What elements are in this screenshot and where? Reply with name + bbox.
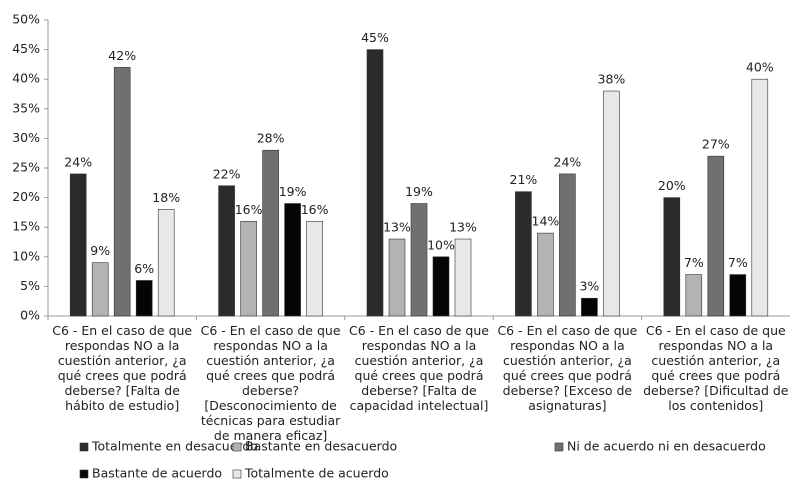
bar xyxy=(581,297,598,317)
value-label: 45% xyxy=(361,30,389,45)
legend-swatch xyxy=(232,469,242,479)
value-label: 14% xyxy=(532,214,560,229)
bar xyxy=(306,220,323,317)
y-tick-label: 45% xyxy=(12,41,40,56)
value-label: 21% xyxy=(510,172,538,187)
legend-label: Ni de acuerdo ni en desacuerdo xyxy=(567,439,766,454)
bar xyxy=(707,155,725,317)
bar xyxy=(135,280,153,317)
value-label: 7% xyxy=(684,255,704,270)
bar xyxy=(515,191,532,317)
value-label: 16% xyxy=(301,202,329,217)
y-tick-label: 10% xyxy=(12,248,40,263)
x-tick-label: C6 - En el caso de que respondas NO a la… xyxy=(52,323,193,413)
value-label: 38% xyxy=(598,72,626,87)
y-tick-label: 50% xyxy=(12,12,40,27)
x-tick-label: C6 - En el caso de que respondas NO a la… xyxy=(349,323,489,413)
value-label: 27% xyxy=(702,137,730,152)
value-label: 9% xyxy=(90,243,110,258)
x-tick-label: C6 - En el caso de que respondas NO a la… xyxy=(643,323,789,413)
bar xyxy=(91,262,109,317)
bar xyxy=(537,232,554,317)
y-tick-label: 25% xyxy=(12,160,40,175)
bar xyxy=(685,274,703,317)
y-tick-label: 5% xyxy=(20,278,40,293)
bar xyxy=(432,256,450,317)
value-label: 22% xyxy=(213,166,241,181)
value-label: 19% xyxy=(405,184,433,199)
legend-label: Totalmente en desacuerdo xyxy=(91,439,258,454)
bar xyxy=(240,220,257,317)
y-tick-label: 40% xyxy=(12,71,40,86)
value-label: 13% xyxy=(449,220,477,235)
y-tick-label: 30% xyxy=(12,130,40,145)
value-label: 3% xyxy=(579,279,599,294)
y-tick-label: 20% xyxy=(12,189,40,204)
value-label: 40% xyxy=(746,60,774,75)
bar xyxy=(366,49,384,317)
value-label: 13% xyxy=(383,220,411,235)
y-tick-label: 0% xyxy=(20,308,40,323)
bar xyxy=(729,274,747,317)
value-label: 24% xyxy=(64,154,92,169)
value-label: 16% xyxy=(235,202,263,217)
bar xyxy=(69,173,87,317)
x-tick-label: C6 - En el caso de que respondas NO a la… xyxy=(497,323,638,413)
legend-swatch xyxy=(79,442,89,452)
value-label: 7% xyxy=(728,255,748,270)
bar xyxy=(603,90,620,317)
bar xyxy=(388,238,406,317)
value-label: 24% xyxy=(554,154,582,169)
legend-label: Bastante de acuerdo xyxy=(92,466,222,481)
y-tick-label: 35% xyxy=(12,100,40,115)
legend-label: Bastante en desacuerdo xyxy=(245,439,397,454)
bar xyxy=(157,209,175,317)
bar xyxy=(454,238,472,317)
value-label: 42% xyxy=(108,48,136,63)
value-label: 10% xyxy=(427,237,455,252)
bar xyxy=(751,78,769,317)
bar xyxy=(284,203,301,317)
x-tick-label: C6 - En el caso de que respondas NO a la… xyxy=(200,323,341,443)
bar xyxy=(218,185,235,317)
value-label: 6% xyxy=(134,261,154,276)
value-label: 18% xyxy=(152,190,180,205)
value-label: 19% xyxy=(279,184,307,199)
value-label: 28% xyxy=(257,131,285,146)
bar xyxy=(410,203,428,317)
y-tick-label: 15% xyxy=(12,219,40,234)
legend-swatch xyxy=(79,469,89,479)
bar xyxy=(663,197,681,317)
legend-label: Totalmente de acuerdo xyxy=(244,466,389,481)
value-label: 20% xyxy=(658,178,686,193)
legend-swatch xyxy=(232,442,242,452)
legend-swatch xyxy=(554,442,564,452)
bar xyxy=(113,67,131,317)
bar xyxy=(262,149,279,317)
bar xyxy=(559,173,576,317)
